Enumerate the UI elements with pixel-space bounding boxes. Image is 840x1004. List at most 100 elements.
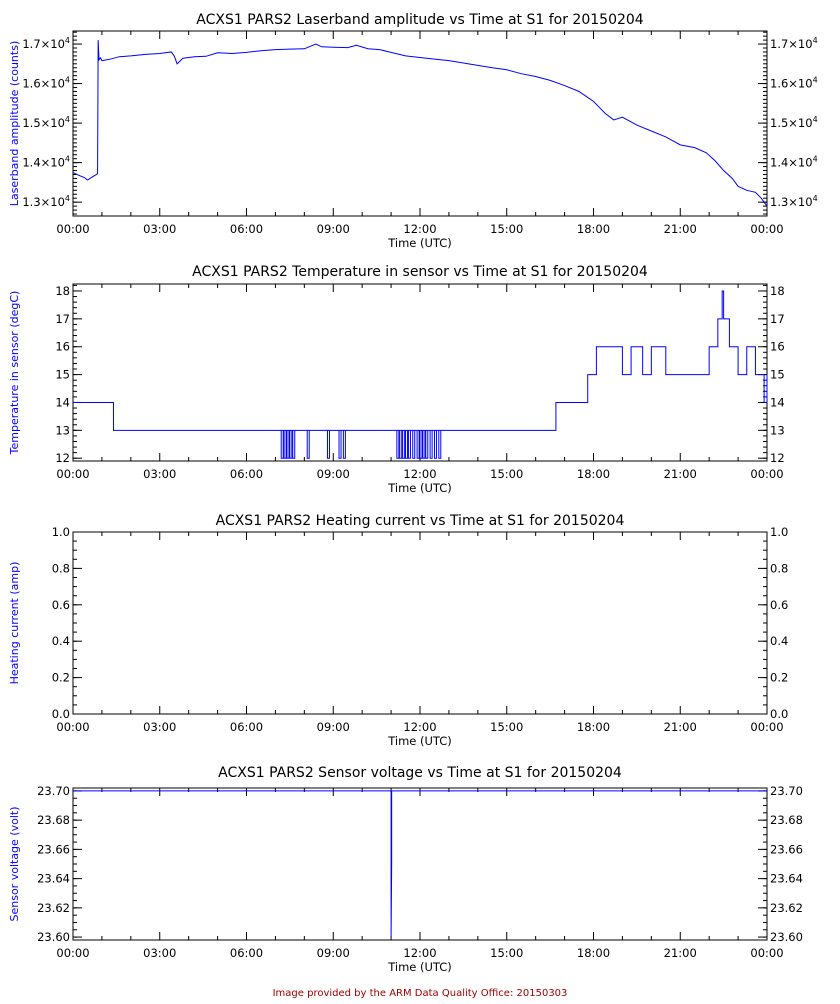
x-tick-label: 00:00 [750,222,783,236]
x-tick-label: 00:00 [750,467,783,481]
y-tick-label-right: 13 [770,423,785,437]
x-tick-label: 15:00 [490,946,523,960]
x-tick-label: 12:00 [403,946,436,960]
x-tick-label: 09:00 [317,222,350,236]
y-tick-label-right: 1.0 [770,525,788,539]
y-tick-label-right: 23.66 [770,842,803,856]
plot-frame [72,531,768,715]
x-tick-label: 21:00 [664,222,697,236]
dropout-spike [326,430,330,459]
x-tick-label: 06:00 [230,222,263,236]
y-tick-label-right: 0.0 [770,707,788,721]
chart-title: ACXS1 PARS2 Laserband amplitude vs Time … [196,12,644,28]
y-tick-label: 14 [55,395,70,409]
plot-frame [72,787,768,941]
series-line [73,790,767,938]
y-tick-label-right: 23.64 [770,872,803,886]
y-tick-label-right: 15 [770,368,785,382]
dropout-spike [280,430,284,459]
x-tick-label: 00:00 [56,222,89,236]
y-tick-label-right: 0.2 [770,671,788,685]
y-tick-label: 1.6×104 [22,76,70,91]
y-tick-label-right: 23.62 [770,901,803,915]
x-tick-label: 18:00 [577,467,610,481]
y-tick-label: 12 [55,451,70,465]
y-tick-label: 23.64 [37,872,70,886]
y-tick-label-right: 0.4 [770,634,788,648]
y-axis-label: Temperature in sensor (degC) [8,291,21,456]
y-tick-label: 0.6 [52,598,70,612]
x-tick-label: 12:00 [403,467,436,481]
y-tick-label-right: 1.6×104 [770,76,818,91]
y-tick-label: 1.3×104 [22,194,70,209]
x-tick-label: 00:00 [56,946,89,960]
series-line [72,40,768,207]
y-axis-label: Heating current (amp) [8,562,21,685]
dropout-spike [402,430,406,459]
y-tick-label-right: 0.6 [770,598,788,612]
y-tick-label: 1.0 [52,525,70,539]
y-tick-label: 1.4×104 [22,155,70,170]
x-tick-label: 00:00 [56,720,89,734]
dropout-spike [292,430,296,459]
panel-4: ACXS1 PARS2 Sensor voltage vs Time at S1… [8,765,803,974]
x-tick-label: 09:00 [317,946,350,960]
dropout-spike [399,430,403,459]
y-tick-label: 1.7×104 [22,36,70,51]
y-tick-label: 23.60 [37,930,70,944]
y-tick-label: 13 [55,423,70,437]
dropout-spike [433,430,437,459]
y-tick-label: 23.66 [37,842,70,856]
dropout-spike [438,430,442,459]
dropout-spike [338,430,342,459]
y-tick-label-right: 0.8 [770,561,788,575]
y-tick-label: 16 [55,340,70,354]
dropout-spike [407,430,411,459]
y-tick-label: 23.70 [37,784,70,798]
y-tick-label-right: 16 [770,340,785,354]
y-tick-label: 0.0 [52,707,70,721]
y-tick-label: 18 [55,284,70,298]
dropout-spike [419,430,423,459]
x-tick-label: 09:00 [317,467,350,481]
dropout-spike [422,430,426,459]
x-tick-label: 21:00 [664,720,697,734]
x-axis-label: Time (UTC) [387,236,452,250]
dropout-spike [289,430,293,459]
x-tick-label: 00:00 [750,720,783,734]
y-tick-label: 0.4 [52,634,70,648]
x-tick-label: 12:00 [403,222,436,236]
x-tick-label: 00:00 [750,946,783,960]
chart-title: ACXS1 PARS2 Sensor voltage vs Time at S1… [218,765,622,781]
dropout-spike [412,430,416,459]
x-tick-label: 03:00 [143,222,176,236]
x-tick-label: 21:00 [664,946,697,960]
y-tick-label-right: 23.70 [770,784,803,798]
y-tick-label-right: 14 [770,395,785,409]
x-tick-label: 18:00 [577,222,610,236]
y-tick-label-right: 1.4×104 [770,155,818,170]
dropout-spike [286,430,290,459]
y-tick-label-right: 18 [770,284,785,298]
x-tick-label: 03:00 [143,946,176,960]
x-tick-label: 18:00 [577,946,610,960]
y-tick-label: 17 [55,312,70,326]
y-tick-label-right: 17 [770,312,785,326]
plot-frame [72,30,768,217]
dropout-spike [425,430,429,459]
x-tick-label: 18:00 [577,720,610,734]
footer-credit: Image provided by the ARM Data Quality O… [273,988,568,999]
panel-1: ACXS1 PARS2 Laserband amplitude vs Time … [8,12,818,250]
y-tick-label: 23.62 [37,901,70,915]
panel-3: ACXS1 PARS2 Heating current vs Time at S… [8,513,788,748]
x-tick-label: 15:00 [490,467,523,481]
y-tick-label: 15 [55,368,70,382]
dropout-spike [405,430,409,459]
dropout-spike [429,430,433,459]
dropout-spike [342,430,346,459]
y-tick-label-right: 1.3×104 [770,194,818,209]
x-axis-label: Time (UTC) [387,960,452,974]
chart-title: ACXS1 PARS2 Temperature in sensor vs Tim… [192,264,648,280]
x-axis-label: Time (UTC) [387,734,452,748]
